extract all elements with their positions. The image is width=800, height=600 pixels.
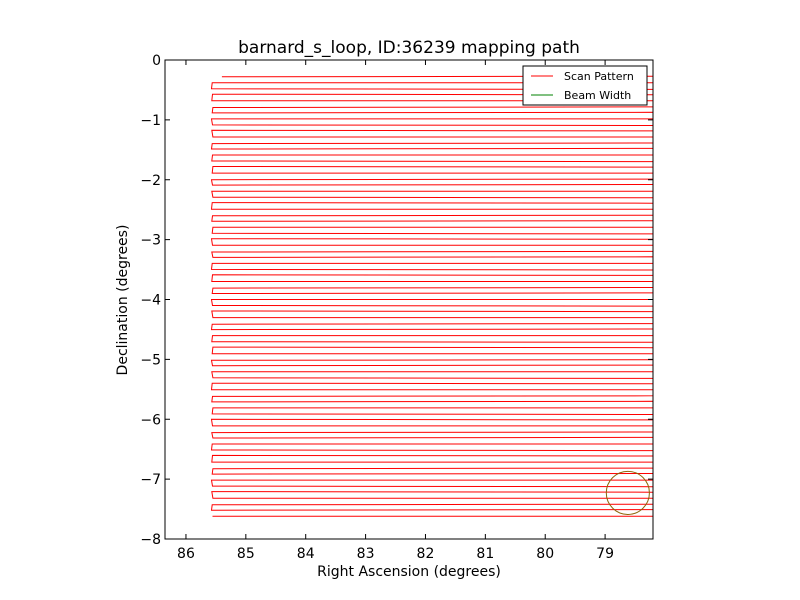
beam-width-circle xyxy=(605,470,650,515)
y-axis-label: Declination (degrees) xyxy=(115,225,131,376)
x-tick-label: 85 xyxy=(237,546,255,562)
y-axis-ticks: 0 −1 −2 −3 −4 −5 −6 −7 −8 xyxy=(140,53,653,548)
y-tick-label: −8 xyxy=(140,532,161,548)
y-tick-label: −2 xyxy=(140,173,161,189)
x-tick-label: 83 xyxy=(357,546,375,562)
y-tick-label: −5 xyxy=(140,352,161,368)
y-tick-label: −6 xyxy=(140,412,161,428)
x-tick-label: 84 xyxy=(297,546,315,562)
y-tick-label: −3 xyxy=(140,233,161,249)
x-tick-label: 81 xyxy=(476,546,494,562)
chart-title: barnard_s_loop, ID:36239 mapping path xyxy=(238,38,580,58)
y-tick-label: 0 xyxy=(152,53,161,69)
x-tick-label: 82 xyxy=(417,546,435,562)
plot-area xyxy=(210,75,653,517)
legend: Scan Pattern Beam Width xyxy=(522,65,648,106)
legend-box xyxy=(522,65,648,106)
legend-label-scan-pattern: Scan Pattern xyxy=(564,70,634,83)
x-tick-label: 80 xyxy=(536,546,554,562)
y-tick-label: −7 xyxy=(140,472,161,488)
scan-pattern-line xyxy=(210,75,653,517)
x-tick-label: 86 xyxy=(177,546,195,562)
legend-label-beam-width: Beam Width xyxy=(564,89,631,102)
y-tick-label: −1 xyxy=(140,113,161,129)
y-tick-label: −4 xyxy=(140,293,161,309)
x-axis-ticks: 86 85 84 83 82 81 80 79 xyxy=(177,60,614,562)
x-tick-label: 79 xyxy=(596,546,614,562)
x-axis-label: Right Ascension (degrees) xyxy=(317,564,501,580)
